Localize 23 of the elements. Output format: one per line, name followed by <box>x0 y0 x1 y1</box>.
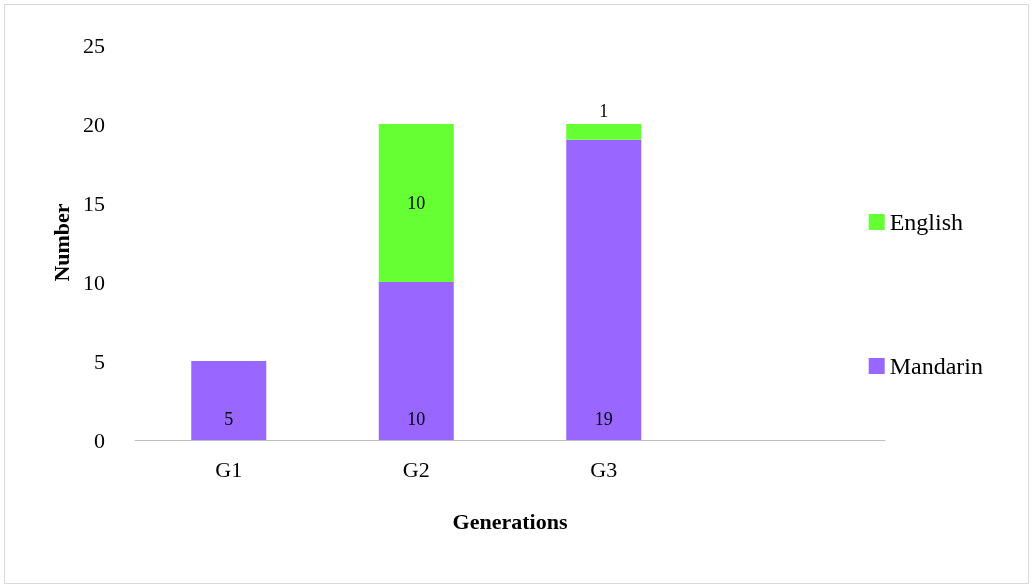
x-axis-title: Generations <box>452 508 568 534</box>
bar <box>191 361 267 440</box>
x-tick-label: G1 <box>215 456 243 482</box>
x-tick-label: G3 <box>590 456 618 482</box>
y-axis-title: Number <box>48 203 74 282</box>
y-tick-label: 10 <box>83 269 105 295</box>
y-tick-label: 20 <box>83 111 105 137</box>
y-tick-label: 15 <box>83 190 105 216</box>
bar <box>378 282 454 440</box>
data-label: 10 <box>407 409 426 429</box>
y-tick-label: 0 <box>94 427 105 453</box>
data-label: 5 <box>224 409 234 429</box>
bar <box>566 124 642 140</box>
data-label: 19 <box>594 409 613 429</box>
legend-label: English <box>889 209 964 235</box>
data-label: 10 <box>407 193 426 213</box>
bar <box>566 139 642 440</box>
legend-label: Mandarin <box>889 353 984 379</box>
y-tick-label: 25 <box>83 32 105 58</box>
data-label: 1 <box>599 101 609 121</box>
y-tick-label: 5 <box>94 348 105 374</box>
x-tick-label: G2 <box>402 456 430 482</box>
bar <box>378 124 454 282</box>
